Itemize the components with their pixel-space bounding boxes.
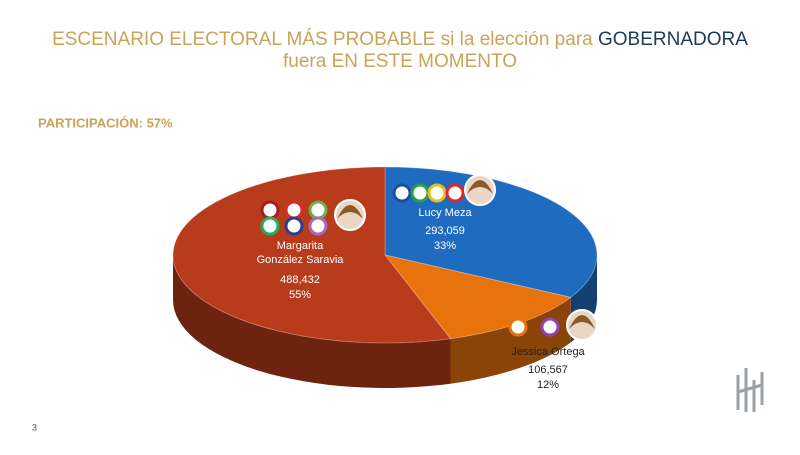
party-logo [410, 183, 430, 203]
party-logo [284, 200, 304, 220]
logo [736, 368, 764, 412]
title-lead: ESCENARIO ELECTORAL MÁS PROBABLE si la e… [52, 29, 593, 50]
slice [172, 166, 452, 344]
vote-label: 488,432 [280, 274, 320, 286]
candidate-name: Jessica Ortega [511, 346, 585, 358]
party-logo [308, 200, 328, 220]
candidate-hair [337, 205, 363, 219]
title-end: fuera EN ESTE MOMENTO [283, 51, 517, 72]
vote-label: 293,059 [425, 225, 465, 237]
slice-side [173, 255, 451, 388]
chart-title: ESCENARIO ELECTORAL MÁS PROBABLE si la e… [52, 29, 748, 50]
party-logo [427, 183, 447, 203]
candidate-name: Lucy Meza [418, 207, 472, 219]
party-logo [308, 216, 328, 236]
party-logo [508, 317, 528, 337]
candidate-hair [569, 315, 595, 329]
value-label: 12% [537, 379, 559, 391]
vote-label: 106,567 [528, 364, 568, 376]
party-logo [392, 183, 412, 203]
party-logo [540, 317, 560, 337]
slice-side [450, 297, 571, 384]
candidate-photo [566, 309, 598, 341]
candidate-hair [467, 180, 493, 194]
pie: Lucy Meza 293,059 33% Jessica Ortega 106,567… [172, 166, 598, 391]
party-logo [260, 200, 280, 220]
party-logo [260, 216, 280, 236]
annotation: PARTICIPACIÓN: 57% [38, 115, 173, 130]
candidate-name: Margarita González Saravia [257, 240, 345, 266]
name-line: González Saravia [257, 254, 345, 266]
name-line: Margarita [277, 240, 324, 252]
party-logo [445, 183, 465, 203]
candidate-photo [334, 199, 366, 231]
party-logo [284, 216, 304, 236]
value-label: 55% [289, 289, 311, 301]
logo-lines [736, 368, 764, 412]
candidate-photo [464, 174, 496, 206]
value-label: 33% [434, 240, 456, 252]
page-number: 3 [32, 422, 37, 432]
title-highlight: GOBERNADORA [598, 29, 748, 50]
